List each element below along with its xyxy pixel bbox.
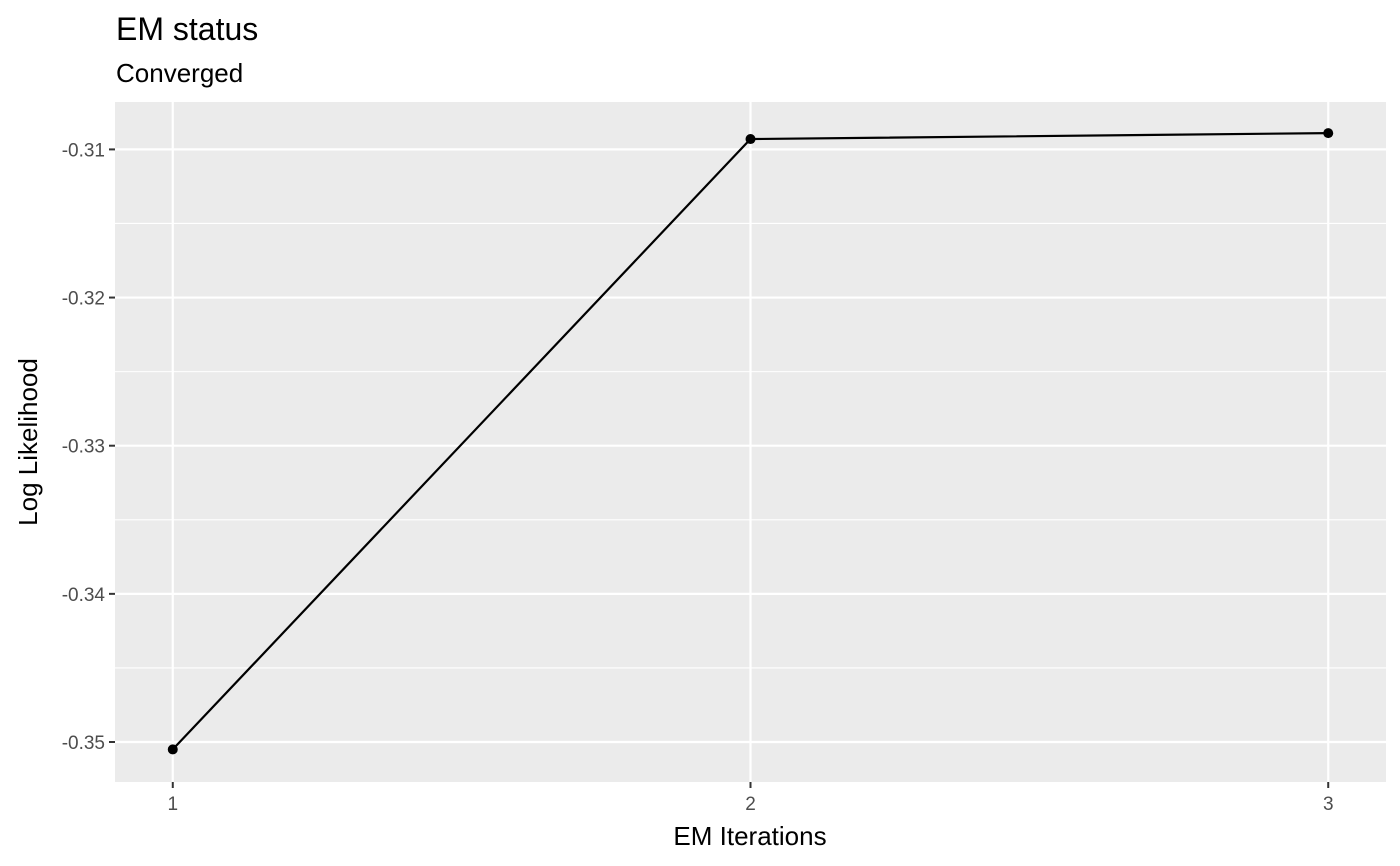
x-tick-label: 1 xyxy=(167,794,178,815)
x-tick-label: 2 xyxy=(745,794,756,815)
chart-title: EM status xyxy=(116,11,258,47)
chart-subtitle: Converged xyxy=(116,58,243,88)
y-tick-label: -0.34 xyxy=(62,585,106,606)
major-gridlines xyxy=(115,102,1386,782)
y-tick-label: -0.35 xyxy=(62,733,105,754)
x-tick-label: 3 xyxy=(1323,794,1334,815)
x-axis: 1 2 3 xyxy=(167,782,1334,815)
y-tick-label: -0.33 xyxy=(62,437,105,458)
data-point xyxy=(167,744,178,755)
data-point xyxy=(1323,128,1334,139)
x-axis-title: EM Iterations xyxy=(673,821,826,851)
y-axis-title: Log Likelihood xyxy=(13,358,43,526)
data-point xyxy=(745,134,756,145)
y-axis: -0.35 -0.34 -0.33 -0.32 -0.31 xyxy=(62,140,115,754)
y-tick-label: -0.31 xyxy=(62,140,105,161)
y-tick-label: -0.32 xyxy=(62,289,105,310)
series-layer xyxy=(167,128,1334,755)
